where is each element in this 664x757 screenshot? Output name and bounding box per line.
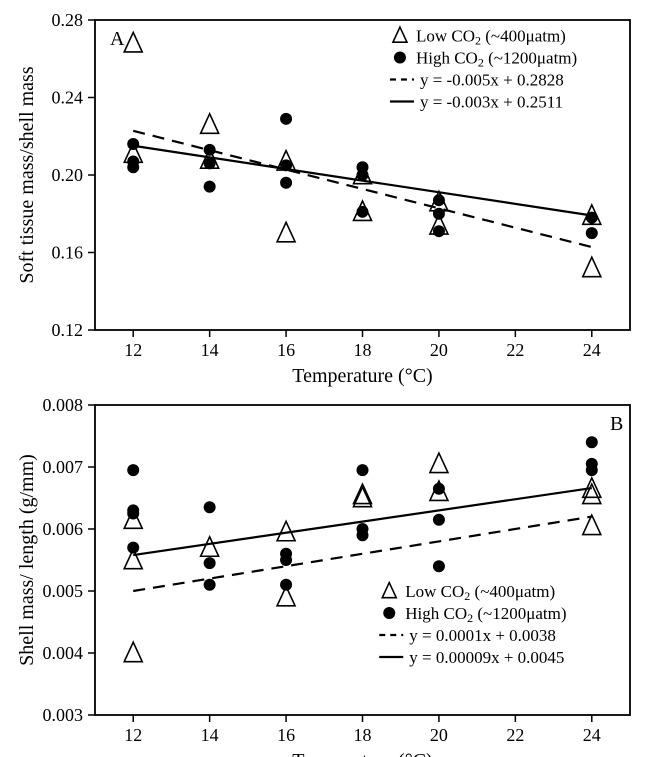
fit-line-low [133,131,592,247]
y-tick-label: 0.20 [52,165,84,185]
y-tick-label: 0.007 [43,457,84,477]
panel-label: B [610,413,623,435]
y-tick-label: 0.003 [43,705,84,725]
marker-circle [280,554,292,566]
marker-circle [204,579,216,591]
y-tick-label: 0.008 [43,395,84,415]
figure-svg: 12 14 16 18 20 22 24 0.12 0.16 0.20 0.24 0.28 Temper… [0,0,664,757]
marker-circle [204,557,216,569]
legend-text: High CO2 (~1200μatm) [405,604,566,625]
marker-circle [433,560,445,572]
legend-text: y = -0.005x + 0.2828 [420,71,564,90]
marker-triangle [430,453,448,472]
legend: Low CO2 (~400μatm)High CO2 (~1200μatm)y … [379,582,566,667]
marker-triangle [583,257,601,276]
marker-circle [127,464,139,476]
x-tick-label: 22 [506,725,524,745]
marker-triangle [201,114,219,133]
marker-circle [586,227,598,239]
marker-circle [357,464,369,476]
y-tick-label: 0.005 [43,581,84,601]
x-axis-label: Temperature (°C) [292,365,432,387]
marker-circle [586,436,598,448]
marker-triangle [277,222,295,241]
marker-circle [586,212,598,224]
marker-circle [433,483,445,495]
x-tick-label: 14 [201,725,219,745]
x-tick-label: 24 [583,725,601,745]
legend-marker-circle [383,607,395,619]
x-tick-label: 12 [124,725,142,745]
marker-circle [204,157,216,169]
marker-triangle [583,515,601,534]
marker-triangle [201,537,219,556]
legend-text: y = 0.00009x + 0.0045 [409,648,564,667]
x-tick-label: 18 [354,725,372,745]
marker-circle [433,194,445,206]
marker-triangle [124,642,142,661]
y-tick-label: 0.006 [43,519,84,539]
panel-A: 12 14 16 18 20 22 24 0.12 0.16 0.20 0.24 0.28 Temper… [16,10,630,387]
x-tick-label: 22 [506,340,524,360]
y-tick-label: 0.24 [52,88,84,108]
x-tick-label: 16 [277,725,295,745]
marker-circle [357,169,369,181]
marker-circle [127,542,139,554]
marker-circle [127,138,139,150]
marker-triangle [393,27,407,42]
x-tick-label: 18 [354,340,372,360]
legend-text: Low CO2 (~400μatm) [416,27,566,48]
legend-text: y = -0.003x + 0.2511 [420,93,563,112]
y-tick-label: 0.004 [43,643,84,663]
panel-label: A [110,28,125,50]
marker-circle [127,508,139,520]
x-tick-label: 20 [430,340,448,360]
legend-text: y = 0.0001x + 0.0038 [409,626,556,645]
marker-circle [357,529,369,541]
marker-circle [357,206,369,218]
marker-circle [433,514,445,526]
x-tick-label: 12 [124,340,142,360]
y-axis-label: Shell mass/ length (g/mm) [16,454,38,666]
y-axis-label: Soft tissue mass/shell mass [16,66,38,283]
x-tick-label: 14 [201,340,219,360]
marker-circle [280,177,292,189]
marker-circle [433,225,445,237]
marker-triangle [382,583,396,598]
marker-triangle [583,484,601,503]
legend-marker-circle [394,52,406,64]
marker-triangle [583,478,601,497]
legend-text: High CO2 (~1200μatm) [416,49,577,70]
y-tick-label: 0.28 [52,10,84,30]
marker-circle [433,208,445,220]
legend-text: Low CO2 (~400μatm) [405,582,555,603]
marker-circle [280,159,292,171]
fit-line-high [133,488,592,555]
x-tick-label: 16 [277,340,295,360]
legend: Low CO2 (~400μatm)High CO2 (~1200μatm)y … [390,27,577,112]
marker-circle [204,181,216,193]
axis-box [95,405,630,715]
x-tick-label: 24 [583,340,601,360]
marker-triangle [124,32,142,51]
x-axis-label: Temperature (°C) [292,750,432,757]
marker-circle [204,144,216,156]
marker-circle [204,501,216,513]
marker-circle [586,464,598,476]
y-tick-label: 0.16 [52,243,84,263]
y-tick-label: 0.12 [52,320,84,340]
marker-circle [127,155,139,167]
x-tick-label: 20 [430,725,448,745]
marker-circle [280,113,292,125]
marker-circle [280,579,292,591]
panel-B: 12 14 16 18 20 22 24 0.003 0.004 0.005 0.006 0.007 0… [16,395,630,757]
